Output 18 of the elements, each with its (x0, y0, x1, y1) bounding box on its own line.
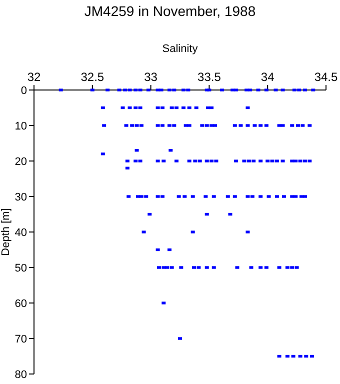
x-tick-label: 34 (260, 70, 275, 84)
y-tick-label: 70 (14, 334, 27, 346)
x-tick-label: 33.5 (198, 70, 222, 84)
y-tick-label: 60 (14, 298, 27, 310)
y-tick-label: 80 (14, 369, 27, 381)
x-axis-title: Salinity (162, 43, 198, 55)
y-tick-label: 30 (14, 192, 27, 204)
x-tick-label: 34.5 (314, 70, 338, 84)
y-tick-label: 50 (14, 262, 27, 274)
y-tick-label: 20 (14, 156, 27, 168)
chart-title: JM4259 in November, 1988 (84, 3, 256, 19)
x-tick-label: 33 (144, 70, 158, 84)
y-axis-title: Depth [m] (0, 208, 12, 256)
x-tick-label: 32 (27, 70, 41, 84)
y-tick-label: 0 (20, 85, 27, 97)
y-tick-label: 40 (14, 227, 27, 239)
y-tick-label: 10 (14, 120, 27, 132)
x-tick-label: 32.5 (80, 70, 104, 84)
